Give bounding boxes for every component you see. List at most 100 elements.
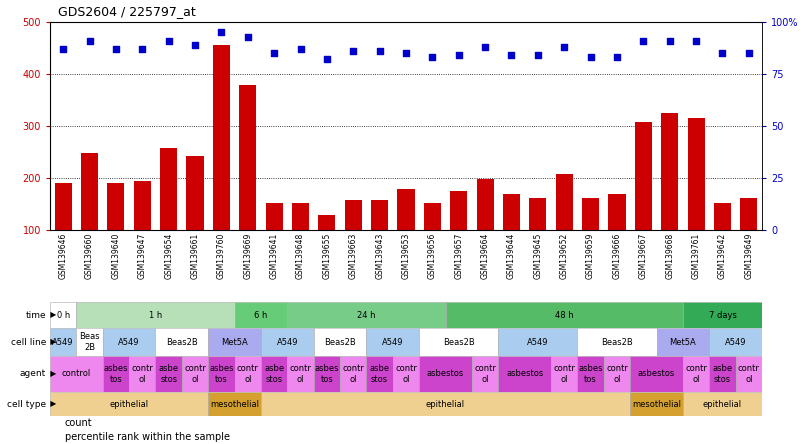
Point (189, 41, 202, 48)
Bar (582, 198, 599, 282)
Text: asbe
stos: asbe stos (712, 364, 732, 384)
Text: ▶: ▶ (48, 310, 56, 320)
Point (109, 45, 122, 52)
Bar (740, 198, 757, 282)
Bar (292, 203, 309, 282)
Point (294, 45, 307, 52)
Text: percentile rank within the sample: percentile rank within the sample (65, 432, 229, 442)
Bar (683, 302, 762, 328)
Text: GDS2604 / 225797_at: GDS2604 / 225797_at (58, 5, 196, 18)
Bar (313, 328, 366, 356)
Point (531, 52, 544, 59)
Point (558, 44, 571, 51)
Bar (661, 113, 678, 282)
Bar (366, 356, 393, 392)
Bar (340, 356, 366, 392)
Bar (261, 356, 288, 392)
Text: control: control (62, 369, 91, 378)
Bar (683, 356, 710, 392)
Bar (129, 356, 156, 392)
Point (716, 50, 729, 57)
Text: Beas2B: Beas2B (324, 337, 356, 346)
Bar (182, 356, 208, 392)
Bar (50, 302, 76, 328)
Bar (503, 194, 520, 282)
Point (584, 54, 597, 61)
Text: A549: A549 (53, 337, 74, 346)
Text: asbe
stos: asbe stos (264, 364, 284, 384)
Text: contr
ol: contr ol (395, 364, 417, 384)
Bar (134, 181, 151, 282)
Point (479, 44, 492, 51)
Text: 24 h: 24 h (357, 310, 376, 320)
Text: ▶: ▶ (48, 400, 56, 408)
Text: A549: A549 (276, 337, 298, 346)
Bar (345, 200, 362, 282)
Text: epithelial: epithelial (426, 400, 465, 408)
Point (347, 48, 360, 55)
Text: asbestos: asbestos (427, 369, 464, 378)
Bar (261, 328, 313, 356)
Text: epithelial: epithelial (703, 400, 742, 408)
Bar (498, 356, 551, 392)
Bar (239, 85, 256, 282)
Bar (288, 356, 313, 392)
Text: Beas
2B: Beas 2B (79, 332, 100, 352)
Bar (208, 356, 235, 392)
Text: asbes
tos: asbes tos (578, 364, 603, 384)
Point (57, 45, 70, 52)
Point (83, 37, 96, 44)
Bar (76, 328, 103, 356)
Bar (208, 392, 261, 416)
Bar (50, 392, 208, 416)
Text: contr
ol: contr ol (474, 364, 496, 384)
Text: A549: A549 (725, 337, 746, 346)
Text: contr
ol: contr ol (131, 364, 153, 384)
Text: Beas2B: Beas2B (166, 337, 198, 346)
Bar (603, 356, 630, 392)
Text: asbes
tos: asbes tos (104, 364, 128, 384)
Text: mesothelial: mesothelial (632, 400, 681, 408)
Point (742, 50, 755, 57)
Text: agent: agent (19, 369, 46, 378)
Bar (266, 203, 283, 282)
Text: A549: A549 (527, 337, 548, 346)
Bar (50, 356, 103, 392)
Bar (472, 356, 498, 392)
Bar (630, 356, 683, 392)
Bar (710, 356, 735, 392)
Bar (735, 356, 762, 392)
Point (267, 50, 280, 57)
Text: cell type: cell type (6, 400, 46, 408)
Bar (313, 356, 340, 392)
Text: count: count (65, 418, 92, 428)
Bar (103, 328, 156, 356)
Point (611, 54, 624, 61)
Bar (714, 203, 731, 282)
Bar (156, 356, 182, 392)
Point (321, 56, 334, 63)
Text: contr
ol: contr ol (237, 364, 258, 384)
Bar (156, 328, 208, 356)
Bar (208, 328, 261, 356)
Text: epithelial: epithelial (109, 400, 149, 408)
Bar (393, 356, 420, 392)
Bar (450, 191, 467, 282)
Bar (529, 198, 547, 282)
Bar (160, 148, 177, 282)
Bar (318, 215, 335, 282)
Bar (498, 328, 578, 356)
Point (689, 37, 702, 44)
Point (136, 45, 149, 52)
Bar (366, 328, 420, 356)
Bar (261, 392, 630, 416)
Text: contr
ol: contr ol (184, 364, 206, 384)
Point (452, 52, 465, 59)
Point (162, 37, 175, 44)
Bar (235, 302, 288, 328)
Text: 6 h: 6 h (254, 310, 267, 320)
Text: Met5A: Met5A (670, 337, 697, 346)
Text: 1 h: 1 h (149, 310, 162, 320)
Bar (657, 328, 710, 356)
Bar (710, 328, 762, 356)
